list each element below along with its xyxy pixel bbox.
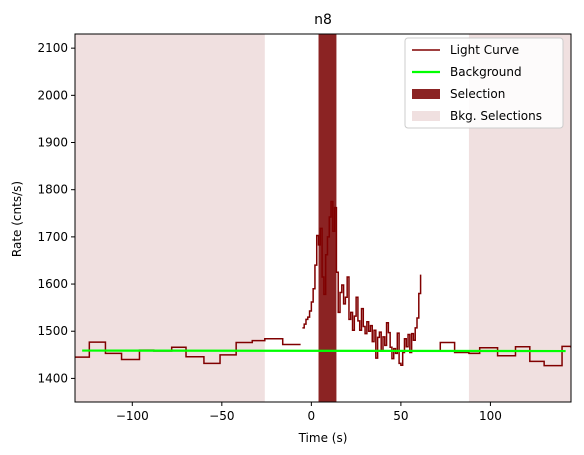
x-tick-label-4: 100	[479, 409, 502, 423]
legend-label-0: Light Curve	[450, 43, 519, 57]
x-tick-label-0: −100	[116, 409, 149, 423]
light-curve-pre-burst	[75, 338, 301, 365]
light-curve-post-burst	[422, 341, 571, 367]
y-tick-label-3: 1700	[37, 230, 68, 244]
y-tick-label-1: 1500	[37, 324, 68, 338]
bkg-selection-region-0	[75, 34, 265, 402]
source-selection-region	[318, 34, 337, 402]
light-curve-burst	[302, 200, 422, 366]
y-tick-label-2: 1600	[37, 277, 68, 291]
y-axis-label: Rate (cnts/s)	[10, 181, 24, 257]
chart-title: n8	[314, 12, 332, 28]
y-tick-label-0: 1400	[37, 371, 68, 385]
x-tick-label-3: 50	[393, 409, 408, 423]
y-tick-label-7: 2100	[37, 41, 68, 55]
legend-label-1: Background	[450, 65, 522, 79]
y-tick-label-5: 1900	[37, 136, 68, 150]
legend-label-3: Bkg. Selections	[450, 109, 542, 123]
x-tick-label-2: 0	[308, 409, 316, 423]
legend-box	[404, 37, 564, 129]
plot-frame	[74, 33, 572, 403]
x-tick-label-1: −50	[209, 409, 234, 423]
x-axis-label: Time (s)	[298, 431, 348, 445]
legend-swatch-2	[412, 89, 440, 99]
axis-ticks: −100 −50 0 50 100 1400 1500 1600 1700 1800 1900 200…	[37, 41, 501, 423]
legend-swatch-3	[412, 111, 440, 121]
legend-label-2: Selection	[450, 87, 505, 101]
y-tick-label-6: 2000	[37, 88, 68, 102]
legend: Light Curve Background Selection Bkg. Selec…	[404, 37, 564, 129]
y-tick-label-4: 1800	[37, 183, 68, 197]
